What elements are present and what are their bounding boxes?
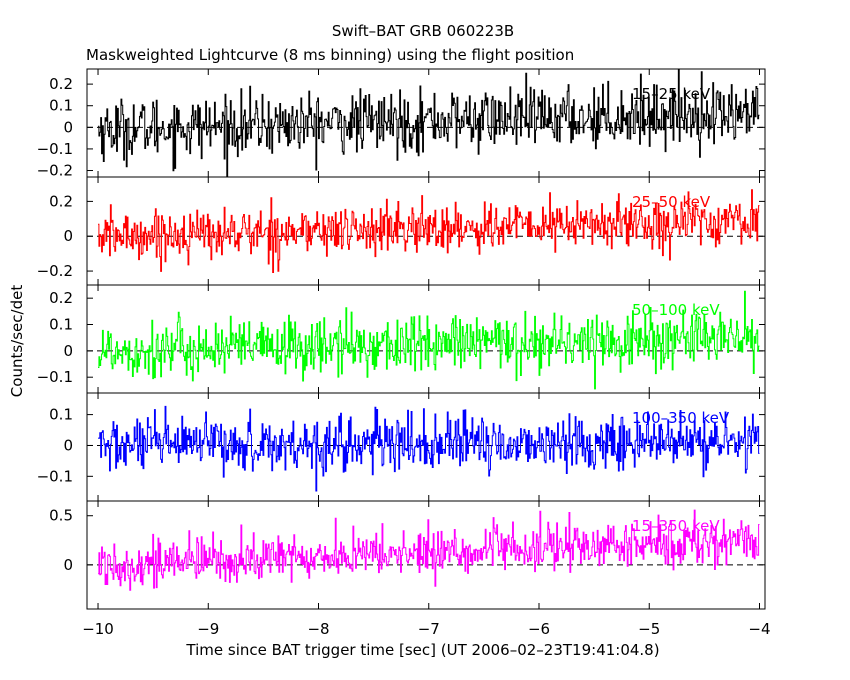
y-tick-label: 0.1 [49, 97, 73, 115]
series-line-2 [98, 189, 760, 273]
panel-5: 15–350 keV 0 0.5 [49, 500, 766, 610]
series-line-4 [98, 405, 760, 492]
x-tick-label: −6 [528, 620, 550, 638]
y-tick-label: 0.2 [49, 289, 73, 307]
panel-2: 25–50 keV −0.2 0 0.2 [37, 176, 766, 286]
x-tick-label: −4 [748, 620, 770, 638]
y-axis-label: Counts/sec/det [8, 285, 26, 398]
panel-1: 15–25 keV −0.2 −0.1 0 0.1 0.2 [37, 68, 766, 180]
x-tick-label: −9 [197, 620, 219, 638]
y-tick-label: −0.1 [37, 467, 73, 485]
y-tick-label: 0.1 [49, 316, 73, 334]
y-tick-label: −0.2 [37, 162, 73, 180]
y-tick-label: 0.2 [49, 192, 73, 210]
x-tick-label: −5 [638, 620, 660, 638]
band-label-3: 50–100 keV [632, 301, 720, 319]
x-tick-label: −10 [82, 620, 114, 638]
band-label-1: 15–25 keV [632, 85, 711, 103]
y-tick-label: −0.1 [37, 140, 73, 158]
panel-4: 100–350 keV −0.1 0 0.1 [37, 392, 766, 502]
y-tick-label: 0 [63, 556, 73, 574]
y-tick-label: 0 [63, 118, 73, 136]
band-label-5: 15–350 keV [632, 517, 720, 535]
y-tick-label: −0.1 [37, 368, 73, 386]
y-tick-label: 0 [63, 436, 73, 454]
series-line-1 [98, 68, 760, 178]
band-label-2: 25–50 keV [632, 193, 711, 211]
panel-frame [86, 500, 766, 610]
x-axis-label: Time since BAT trigger time [sec] (UT 20… [185, 641, 659, 659]
y-tick-label: 0.5 [49, 507, 73, 525]
chart-subtitle: Maskweighted Lightcurve (8 ms binning) u… [86, 46, 574, 64]
y-tick-label: 0.2 [49, 75, 73, 93]
x-tick-label: −8 [307, 620, 329, 638]
series-line-5 [98, 509, 760, 591]
band-label-4: 100–350 keV [632, 409, 730, 427]
y-tick-label: 0 [63, 227, 73, 245]
chart-title: Swift–BAT GRB 060223B [332, 22, 514, 40]
y-tick-label: −0.2 [37, 262, 73, 280]
x-tick-label: −7 [418, 620, 440, 638]
panel-stack: 15–25 keV −0.2 −0.1 0 0.1 0.2 25–50 keV −0.2 0 0.… [37, 68, 771, 638]
y-tick-label: 0.1 [49, 406, 73, 424]
series-line-3 [98, 290, 760, 390]
panel-3: 50–100 keV −0.1 0 0.1 0.2 [37, 284, 766, 394]
y-tick-label: 0 [63, 342, 73, 360]
